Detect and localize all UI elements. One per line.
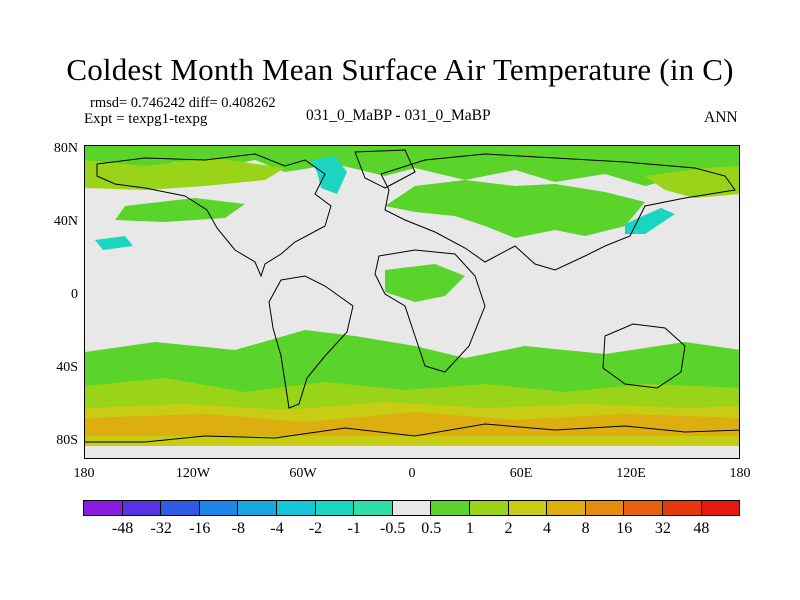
colorbar-box (198, 500, 239, 516)
arctic-lime-patch-east (645, 166, 739, 198)
colorbar-label: 16 (616, 520, 633, 537)
south-america-coast (268, 275, 354, 409)
lat-label-80n: 80N (53, 141, 78, 156)
lon-label-120w: 120W (175, 466, 211, 481)
lat-label-40s: 40S (56, 360, 78, 375)
season-label: ANN (704, 109, 738, 126)
australia-coast (602, 323, 686, 389)
experiment-label: Expt = texpg1-texpg (84, 111, 208, 127)
colorbar-label: -16 (189, 520, 211, 537)
colorbar-label: -8 (231, 520, 246, 537)
colorbar-label: -48 (111, 520, 134, 537)
lon-label-60e: 60E (509, 466, 533, 481)
colorbar-box (83, 500, 123, 516)
colorbar-label: 32 (654, 520, 671, 537)
eurasia-anomaly (385, 180, 645, 238)
colorbar-label: -4 (270, 520, 284, 537)
colorbar-label: -0.5 (380, 520, 406, 537)
colorbar-label: 1 (465, 520, 474, 537)
colorbar-label: -32 (150, 520, 172, 537)
colorbar-box (661, 500, 702, 516)
colorbar-label: 0.5 (421, 520, 442, 537)
colorbar-label: 48 (693, 520, 710, 537)
colorbar-box (121, 500, 162, 516)
case-label: 031_0_MaBP - 031_0_MaBP (306, 107, 491, 124)
greenland-coast (354, 149, 416, 189)
stats-text: rmsd= 0.746242 diff= 0.408262 (90, 95, 276, 111)
lon-label-120e: 120E (616, 466, 646, 481)
arctic-lime-patch (85, 158, 285, 190)
lon-label-180w: 180 (73, 466, 95, 481)
map-panel (84, 145, 740, 459)
colorbar-box (353, 500, 393, 516)
north-america-coast (96, 153, 332, 278)
colorbar-box (700, 500, 741, 516)
lat-label-eq: 0 (71, 287, 78, 302)
colorbar-box (314, 500, 355, 516)
colorbar-box (468, 500, 509, 516)
coastlines (85, 149, 739, 443)
labrador-cooling-patch (311, 156, 347, 194)
tropics-anomaly (385, 264, 465, 302)
antarctic-strip (85, 446, 739, 458)
colorbar (83, 500, 741, 516)
africa-coast (374, 249, 486, 373)
lat-label-40n: 40N (53, 214, 78, 229)
colorbar-label: -2 (308, 520, 323, 537)
colorbar-label: 8 (581, 520, 590, 537)
colorbar-label: 4 (543, 520, 552, 537)
colorbar-box (584, 500, 625, 516)
pacific-cooling-patch (95, 236, 133, 250)
plot-title: Coldest Month Mean Surface Air Temperatu… (66, 52, 734, 87)
colorbar-box (507, 500, 548, 516)
colorbar-box (237, 500, 277, 516)
colorbar-label: -1 (347, 520, 361, 537)
lat-label-80s: 80S (56, 433, 78, 448)
southern-ocean-gold (85, 412, 739, 436)
lon-label-0: 0 (408, 466, 416, 481)
temperature-difference-map (85, 146, 739, 458)
colorbar-box (546, 500, 586, 516)
colorbar-label: 2 (504, 520, 513, 537)
colorbar-box (160, 500, 200, 516)
colorbar-box (275, 500, 316, 516)
colorbar-box (623, 500, 663, 516)
eurasia-coast (380, 153, 736, 271)
north-pacific-anomaly (115, 198, 245, 222)
lon-label-180e: 180 (729, 466, 751, 481)
lon-label-60w: 60W (289, 466, 317, 481)
colorbar-box (391, 500, 432, 516)
antarctica-coast (85, 423, 739, 443)
colorbar-box (430, 500, 470, 516)
east-asia-cooling-patch (625, 208, 675, 234)
